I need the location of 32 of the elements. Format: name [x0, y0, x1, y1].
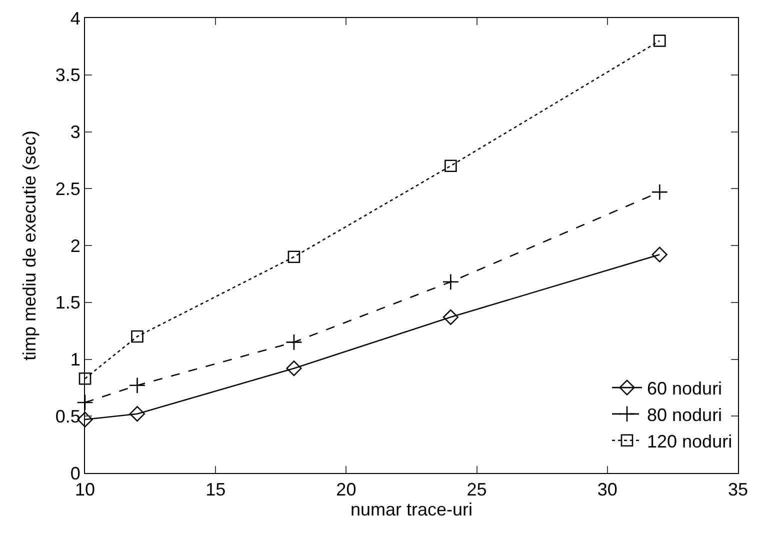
y-tick-label: 2 [70, 236, 80, 256]
x-axis-title: numar trace-uri [350, 500, 473, 520]
x-tick-label: 30 [597, 480, 618, 500]
y-tick-label: 1 [70, 350, 80, 370]
point [442, 309, 458, 325]
legend-label: 60 noduri [647, 378, 722, 399]
point [444, 160, 457, 172]
point [78, 372, 92, 385]
x-tick-label: 25 [466, 480, 487, 500]
y-tick-label: 2.5 [55, 178, 80, 199]
y-tick-label: 1.5 [55, 292, 80, 313]
point [128, 377, 146, 394]
legend-label: 120 noduri [647, 431, 732, 452]
x-tick-label: 35 [728, 480, 748, 500]
point [131, 330, 144, 343]
point [653, 34, 666, 47]
point [651, 184, 668, 200]
point [286, 360, 302, 376]
y-axis-title: timp mediu de executie (sec) [20, 130, 40, 361]
point [652, 246, 668, 262]
point [288, 250, 300, 264]
y-tick-label: 3.5 [55, 65, 80, 86]
point [286, 334, 302, 351]
y-tick-label: 3 [70, 122, 80, 142]
point [129, 406, 146, 422]
legend-label: 80 noduri [647, 404, 722, 425]
point [442, 274, 460, 290]
x-tick-label: 20 [336, 480, 356, 500]
x-tick-label: 15 [206, 480, 226, 500]
y-tick-label: 0.5 [55, 406, 80, 426]
point [76, 394, 94, 411]
y-tick-label: 4 [70, 8, 80, 28]
